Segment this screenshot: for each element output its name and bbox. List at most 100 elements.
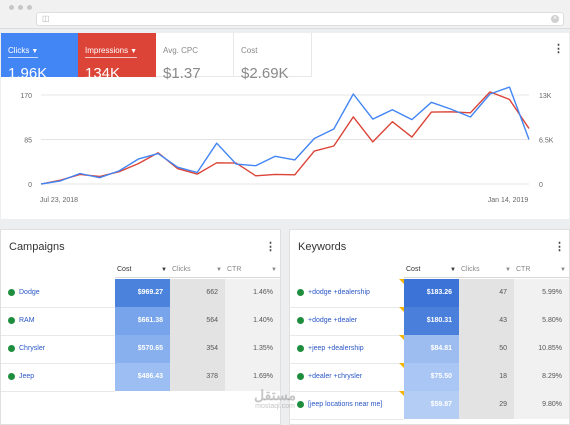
sort-arrow-icon[interactable]: ▼ (450, 267, 456, 273)
clicks-cell: 564 (170, 307, 225, 335)
metric-avg-cpc[interactable]: Avg. CPC $1.37 (156, 33, 234, 82)
row-name-link[interactable]: +jeep +dealership (308, 345, 364, 352)
status-dot-icon (297, 345, 304, 352)
clicks-cell: 18 (459, 363, 514, 391)
ctr-cell: 1.69% (225, 363, 280, 391)
metric-label-text: Clicks (8, 46, 30, 55)
sort-arrow-icon[interactable]: ▼ (216, 267, 222, 273)
y-tick-label-right: 0 (539, 182, 543, 189)
status-dot-icon (8, 317, 15, 324)
table-row[interactable]: +dodge +dealer $180.31 43 5.80% (290, 307, 570, 335)
cost-cell: $486.43 (115, 363, 170, 391)
metric-cost[interactable]: Cost $2.69K (234, 33, 312, 82)
ctr-cell: 8.29% (514, 363, 569, 391)
status-dot-icon (297, 373, 304, 380)
column-header-clicks[interactable]: Clicks ▼ (461, 264, 514, 276)
panel-title: Keywords (298, 241, 347, 253)
row-divider (1, 391, 115, 392)
metric-value: $1.37 (163, 65, 201, 82)
column-header-cost[interactable]: Cost ▼ (117, 264, 170, 276)
window-dot[interactable] (9, 5, 14, 10)
clicks-cell: 354 (170, 335, 225, 363)
row-name-link[interactable]: +dealer +chrysler (308, 373, 363, 380)
sort-arrow-icon[interactable]: ▼ (505, 267, 511, 273)
row-name-link[interactable]: +dodge +dealer (308, 317, 358, 324)
series-line-impressions (40, 91, 530, 185)
metric-value: $2.69K (241, 65, 289, 82)
metric-value: 134K (85, 65, 121, 82)
row-divider (290, 335, 404, 336)
column-header-clicks[interactable]: Clicks ▼ (172, 264, 225, 276)
series-line-clicks (40, 86, 530, 185)
column-header-label: Cost (117, 266, 132, 273)
row-name-link[interactable]: Jeep (19, 373, 35, 380)
clicks-cell: 47 (459, 279, 514, 307)
cost-cell: $661.38 (115, 307, 170, 335)
column-header-ctr[interactable]: CTR ▼ (516, 264, 569, 276)
ctr-cell: 1.35% (225, 335, 280, 363)
sort-arrow-icon[interactable]: ▼ (161, 267, 167, 273)
ctr-cell: 9.80% (514, 391, 569, 419)
sort-arrow-icon[interactable]: ▼ (560, 267, 566, 273)
row-divider (1, 307, 115, 308)
row-name-link[interactable]: RAM (19, 317, 35, 324)
sort-arrow-icon[interactable]: ▼ (271, 267, 277, 273)
row-name-link[interactable]: Dodge (19, 289, 40, 296)
row-divider (290, 363, 404, 364)
column-header-label: CTR (227, 266, 242, 273)
chevron-down-icon: ▼ (31, 48, 39, 55)
window-dot[interactable] (18, 5, 23, 10)
table-row[interactable]: Chrysler $570.65 354 1.35% (1, 335, 282, 363)
more-options-icon[interactable]: ⋮ (265, 241, 276, 253)
ctr-cell: 5.99% (514, 279, 569, 307)
table-row[interactable]: Jeep $486.43 378 1.69% (1, 363, 282, 391)
cost-cell: $84.81 (404, 335, 459, 363)
row-name-link[interactable]: [jeep locations near me] (308, 401, 383, 408)
clicks-cell: 43 (459, 307, 514, 335)
clicks-cell: 662 (170, 279, 225, 307)
metric-label-text: Impressions (85, 46, 129, 55)
more-options-icon[interactable]: ⋮ (554, 241, 565, 253)
row-divider (290, 391, 404, 392)
y-tick-label-left: 0 (28, 182, 32, 189)
row-name-link[interactable]: +dodge +dealership (308, 289, 370, 296)
flag-marker-icon (399, 363, 404, 368)
metric-label: Cost (241, 46, 258, 55)
row-name-link[interactable]: Chrysler (19, 345, 46, 352)
address-bar[interactable]: ◫ × (36, 12, 564, 26)
column-header-label: CTR (516, 266, 531, 273)
x-tick-label: Jul 23, 2018 (40, 197, 78, 204)
performance-chart: 170 85 0 13K 6.5K 0 Jul 23, 2018 Jan 14, 2019 (20, 86, 554, 204)
column-header-label: Clicks (172, 266, 191, 273)
table-row[interactable]: +dodge +dealership $183.26 47 5.99% (290, 279, 570, 307)
close-icon[interactable]: × (551, 15, 559, 23)
keywords-panel: Keywords ⋮ Cost ▼ Clicks ▼ CTR ▼ +dodge +deale… (289, 229, 570, 425)
x-tick-label: Jan 14, 2019 (488, 197, 529, 204)
status-dot-icon (297, 289, 304, 296)
table-row[interactable]: +jeep +dealership $84.81 50 10.85% (290, 335, 570, 363)
table-row[interactable]: RAM $661.38 564 1.40% (1, 307, 282, 335)
metric-impressions[interactable]: Impressions ▼ 134K (78, 33, 156, 82)
column-header-label: Clicks (461, 266, 480, 273)
ctr-cell: 1.40% (225, 307, 280, 335)
header-divider (115, 277, 280, 278)
flag-marker-icon (399, 335, 404, 340)
cost-cell: $75.50 (404, 363, 459, 391)
table-row[interactable]: [jeep locations near me] $59.87 29 9.80% (290, 391, 570, 419)
cost-cell: $180.31 (404, 307, 459, 335)
table-row[interactable]: +dealer +chrysler $75.50 18 8.29% (290, 363, 570, 391)
metric-clicks[interactable]: Clicks ▼ 1.96K (1, 33, 78, 82)
window-dot[interactable] (27, 5, 32, 10)
more-options-icon[interactable]: ⋮ (553, 43, 564, 55)
y-tick-label-left: 170 (20, 93, 32, 100)
watermark-latin: mostaql.com (255, 403, 295, 410)
column-header-cost[interactable]: Cost ▼ (406, 264, 459, 276)
row-divider (1, 335, 115, 336)
status-dot-icon (297, 317, 304, 324)
row-divider (290, 307, 404, 308)
row-divider (1, 363, 115, 364)
table-row[interactable]: Dodge $969.27 662 1.46% (1, 279, 282, 307)
row-divider (290, 419, 404, 420)
column-header-ctr[interactable]: CTR ▼ (227, 264, 280, 276)
status-dot-icon (8, 373, 15, 380)
